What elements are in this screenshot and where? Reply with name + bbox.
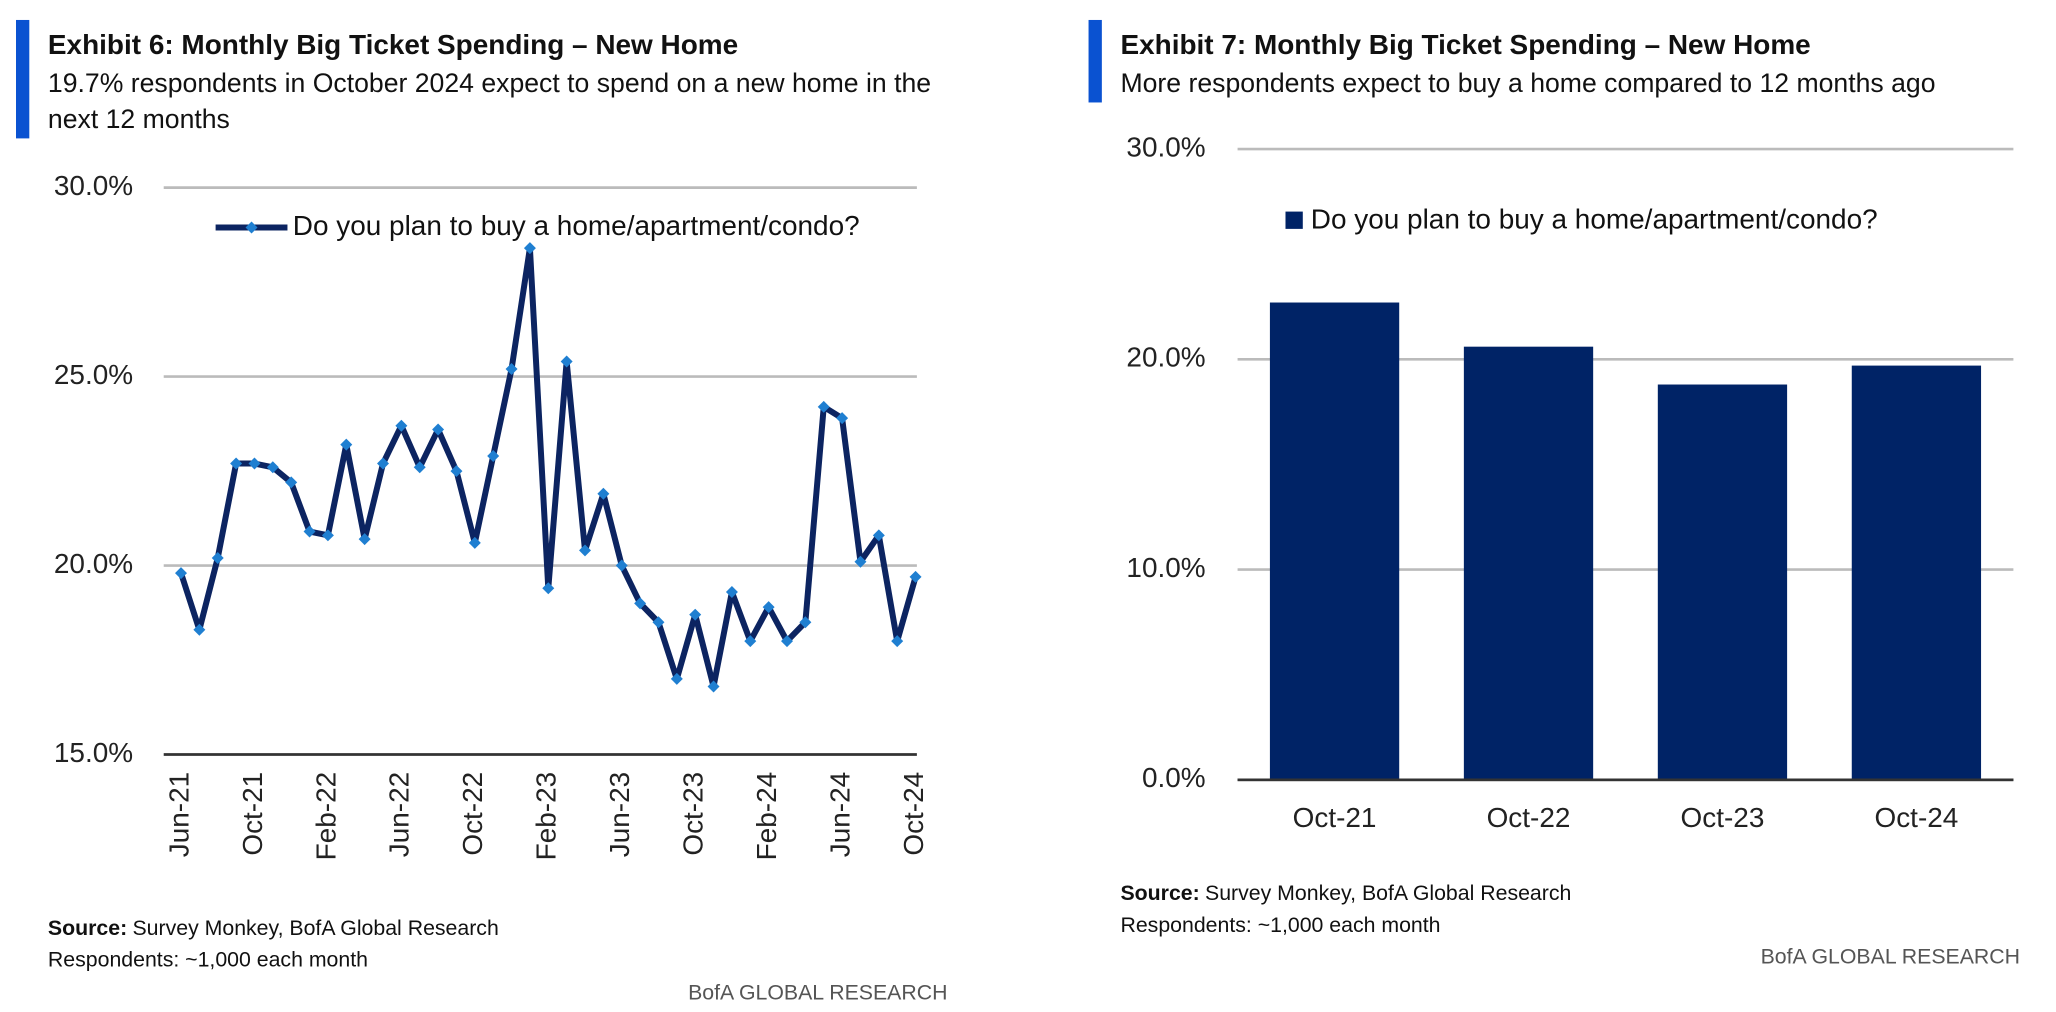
marker: [781, 635, 793, 648]
x-tick-label: Oct-22: [457, 772, 488, 856]
x-tick-label: Oct-23: [1681, 802, 1765, 833]
marker: [487, 449, 500, 462]
marker: [817, 400, 830, 413]
marker: [303, 525, 316, 538]
marker: [634, 597, 647, 610]
marker: [377, 457, 389, 470]
marker: [395, 419, 408, 432]
legend-label: Do you plan to buy a home/apartment/cond…: [293, 210, 860, 241]
brand: BofA GLOBAL RESEARCH: [1761, 945, 2020, 969]
y-tick-label: 10.0%: [1126, 552, 1205, 583]
source: Source: Survey Monkey, BofA Global Resear…: [48, 915, 499, 939]
marker: [468, 536, 481, 549]
marker: [560, 355, 573, 368]
y-tick-label: 15.0%: [54, 737, 133, 768]
x-tick-label: Oct-21: [1293, 802, 1377, 833]
y-tick-label: 20.0%: [54, 548, 133, 579]
bar: [1269, 302, 1400, 780]
x-tick-label: Oct-22: [1487, 802, 1571, 833]
marker: [854, 555, 867, 568]
source-label: Source:: [48, 915, 127, 939]
x-tick-label: Jun-24: [824, 772, 855, 857]
note: Respondents: ~1,000 each month: [1120, 913, 1440, 937]
marker: [413, 461, 426, 474]
marker: [450, 465, 463, 478]
brand: BofA GLOBAL RESEARCH: [688, 981, 947, 1005]
marker: [248, 457, 261, 470]
chart-subtitle: 19.7% respondents in October 2024 expect…: [48, 68, 931, 98]
marker: [725, 586, 738, 598]
chart-title: Exhibit 7: Monthly Big Ticket Spending –…: [1120, 29, 1810, 60]
marker: [230, 457, 243, 470]
marker: [193, 623, 206, 636]
chart-title: Exhibit 6: Monthly Big Ticket Spending –…: [48, 29, 738, 60]
marker: [597, 487, 610, 500]
marker: [285, 476, 298, 489]
marker: [358, 533, 371, 546]
y-tick-label: 0.0%: [1142, 762, 1206, 793]
x-tick-label: Oct-23: [678, 772, 709, 856]
marker: [891, 635, 904, 648]
x-tick-label: Feb-23: [531, 772, 562, 861]
source-text: Survey Monkey, BofA Global Research: [132, 915, 498, 939]
marker: [670, 672, 683, 685]
marker: [432, 423, 445, 436]
source-label: Source:: [1120, 881, 1199, 905]
source-text: Survey Monkey, BofA Global Research: [1205, 881, 1571, 905]
x-tick-label: Oct-24: [1874, 802, 1958, 833]
x-tick-label: Oct-21: [237, 772, 268, 856]
marker: [689, 608, 702, 621]
marker: [542, 582, 555, 595]
bar: [1851, 365, 1982, 780]
marker: [744, 635, 757, 648]
source: Source: Survey Monkey, BofA Global Resear…: [1120, 881, 1571, 905]
marker: [707, 680, 720, 693]
x-tick-label: Feb-24: [751, 772, 782, 861]
y-tick-label: 30.0%: [1126, 131, 1205, 162]
marker: [799, 616, 812, 629]
marker: [505, 363, 518, 376]
legend-label: Do you plan to buy a home/apartment/cond…: [1311, 203, 1878, 234]
chart-subtitle: More respondents expect to buy a home co…: [1120, 68, 1935, 98]
y-tick-label: 30.0%: [54, 170, 133, 201]
marker: [836, 412, 849, 425]
x-tick-label: Jun-21: [163, 772, 194, 857]
marker: [652, 616, 665, 629]
accent-bar: [16, 19, 30, 139]
y-tick-label: 20.0%: [1126, 342, 1205, 373]
legend-swatch: [1285, 211, 1303, 229]
x-tick-label: Jun-22: [384, 772, 415, 857]
marker: [266, 461, 279, 474]
marker: [211, 552, 224, 564]
chart-subtitle: next 12 months: [48, 104, 230, 134]
x-tick-label: Feb-22: [310, 772, 341, 861]
marker: [321, 529, 334, 542]
accent-bar: [1088, 19, 1102, 103]
marker: [340, 438, 353, 451]
marker: [175, 567, 187, 580]
x-tick-label: Oct-24: [898, 772, 929, 856]
note: Respondents: ~1,000 each month: [48, 947, 368, 971]
bar: [1657, 384, 1788, 780]
x-tick-label: Jun-23: [604, 772, 635, 857]
legend-marker: [245, 221, 258, 234]
y-tick-label: 25.0%: [54, 359, 133, 390]
marker: [523, 242, 536, 255]
bar: [1463, 346, 1594, 780]
